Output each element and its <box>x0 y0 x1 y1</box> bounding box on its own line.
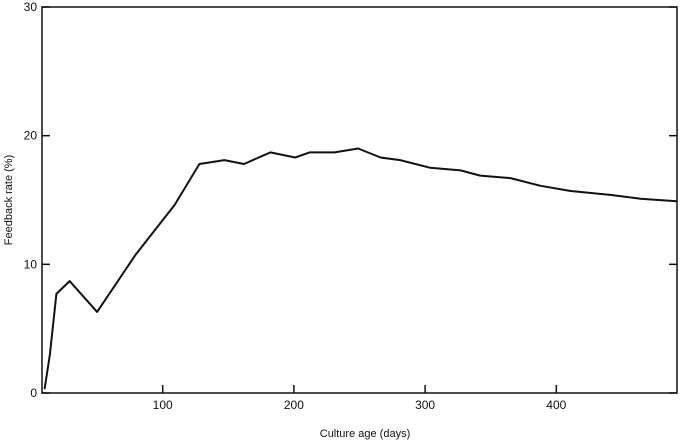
series-line <box>43 147 678 390</box>
y-axis-label: Feedback rate (%) <box>3 155 15 245</box>
x-tick-label: 300 <box>415 398 435 412</box>
x-axis-label: Culture age (days) <box>320 428 411 440</box>
x-tick-label: 400 <box>546 398 566 412</box>
x-tick-label: 100 <box>153 398 173 412</box>
y-tick-label: 30 <box>24 0 38 14</box>
plot-frame <box>41 6 678 394</box>
x-tick-label: 200 <box>284 398 304 412</box>
y-tick-label: 20 <box>24 129 38 143</box>
y-tick-label: 0 <box>30 386 37 400</box>
y-tick-label: 10 <box>24 257 38 271</box>
